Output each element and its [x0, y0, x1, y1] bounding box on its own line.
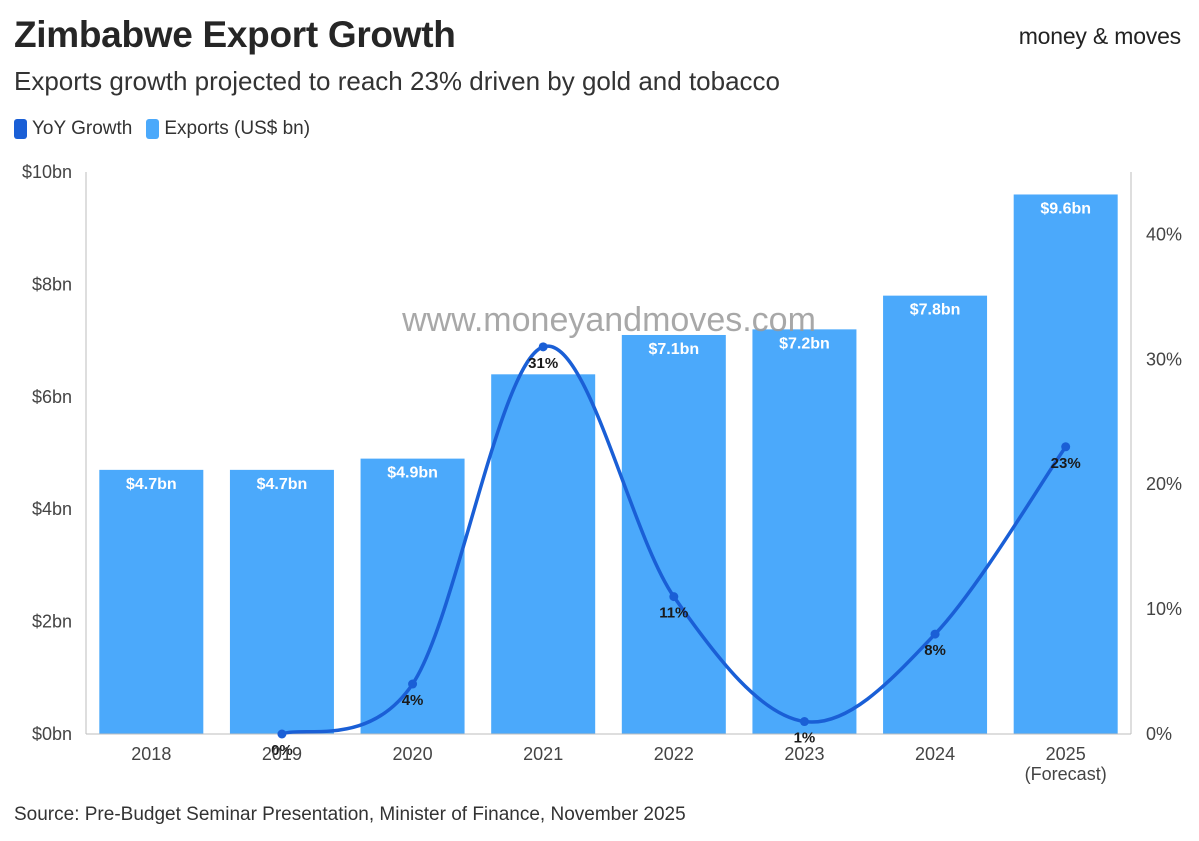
- yoy-value-label: 23%: [1051, 455, 1081, 472]
- x-tick-label: 2023: [784, 744, 824, 764]
- bar-2022: [621, 334, 726, 734]
- yoy-point-2022: [669, 592, 679, 602]
- yoy-point-2023: [799, 717, 809, 727]
- legend-swatch-exports-icon: [146, 119, 160, 139]
- legend-label-exports: Exports (US$ bn): [164, 118, 311, 139]
- brand-logo: money & moves: [1018, 23, 1182, 49]
- x-tick-label: 2020: [393, 744, 433, 764]
- chart-subtitle: Exports growth projected to reach 23% dr…: [14, 66, 781, 96]
- y-right-tick-label: 0%: [1146, 724, 1172, 744]
- yoy-point-2020: [408, 679, 418, 689]
- bar-value-label: $7.2bn: [779, 335, 830, 352]
- x-tick-label: 2022: [654, 744, 694, 764]
- yoy-point-2024: [930, 629, 940, 639]
- y-left-tick-label: $8bn: [32, 274, 72, 294]
- yoy-point-2021: [538, 342, 548, 352]
- bar-value-label: $7.8bn: [910, 302, 961, 319]
- bar-2024: [883, 295, 988, 734]
- y-left-tick-label: $0bn: [32, 724, 72, 744]
- y-right-tick-label: 20%: [1146, 474, 1182, 494]
- yoy-value-label: 8%: [924, 642, 946, 659]
- bar-value-label: $4.9bn: [387, 465, 438, 482]
- x-tick-label: 2021: [523, 744, 563, 764]
- y-left-tick-label: $4bn: [32, 499, 72, 519]
- y-right-tick-label: 30%: [1146, 349, 1182, 369]
- yoy-point-2025: [1061, 442, 1071, 452]
- x-tick-note: (Forecast): [1025, 764, 1107, 784]
- yoy-value-label: 4%: [402, 692, 424, 709]
- x-tick-label: 2018: [131, 744, 171, 764]
- bar-2019: [229, 469, 334, 734]
- source-note: Source: Pre-Budget Seminar Presentation,…: [14, 804, 686, 825]
- yoy-value-label: 1%: [794, 730, 816, 747]
- yoy-value-label: 0%: [271, 742, 293, 759]
- x-tick-label: 2025: [1046, 744, 1086, 764]
- legend: YoY Growth Exports (US$ bn): [14, 118, 310, 140]
- bar-value-label: $9.6bn: [1040, 200, 1091, 217]
- watermark-text: www.moneyandmoves.com: [401, 301, 816, 339]
- bar-2021: [491, 374, 596, 734]
- y-right-tick-label: 40%: [1146, 224, 1182, 244]
- legend-swatch-yoy-icon: [14, 119, 27, 139]
- y-left-tick-label: $6bn: [32, 387, 72, 407]
- x-tick-label: 2024: [915, 744, 955, 764]
- bar-2025: [1013, 194, 1118, 735]
- x-tick-label: 2019: [262, 744, 302, 764]
- bar-2023: [752, 329, 857, 734]
- y-right-tick-label: 10%: [1146, 599, 1182, 619]
- legend-label-yoy: YoY Growth: [32, 118, 133, 139]
- y-left-tick-label: $10bn: [22, 162, 72, 182]
- bar-value-label: $7.1bn: [648, 341, 699, 358]
- chart-title: Zimbabwe Export Growth: [14, 14, 456, 55]
- y-left-tick-label: $2bn: [32, 612, 72, 632]
- yoy-value-label: 11%: [659, 605, 688, 622]
- bar-2018: [99, 469, 204, 734]
- bar-value-label: $4.7bn: [257, 476, 308, 493]
- yoy-point-2019: [277, 729, 287, 739]
- legend-item-exports[interactable]: Exports (US$ bn): [146, 118, 310, 140]
- legend-item-yoy-growth[interactable]: YoY Growth: [14, 118, 132, 140]
- yoy-value-label: 31%: [528, 355, 558, 372]
- bar-value-label: $4.7bn: [126, 476, 177, 493]
